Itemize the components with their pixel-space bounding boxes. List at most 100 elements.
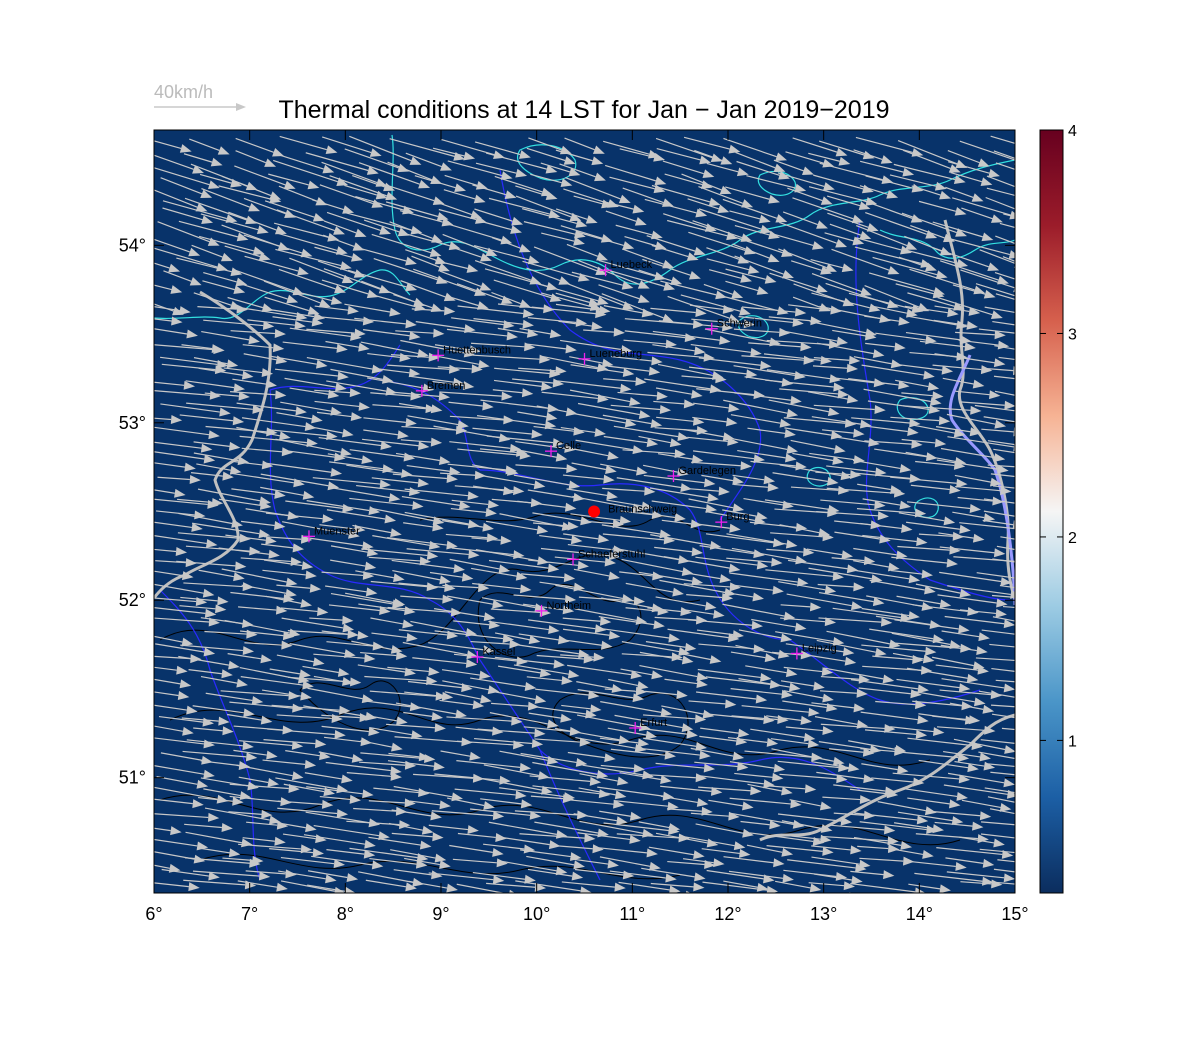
wind-arrow [601, 293, 664, 319]
wind-arrow-head [438, 456, 451, 465]
wind-arrow-head [430, 404, 443, 414]
wind-arrow [990, 135, 1015, 145]
wind-arrow [387, 760, 435, 767]
wind-arrow [528, 559, 579, 566]
wind-arrow [345, 212, 412, 231]
origin-label: Braunschweig [608, 504, 677, 516]
wind-arrow-head [959, 588, 972, 598]
wind-arrow [643, 714, 696, 720]
wind-arrow [154, 318, 172, 322]
wind-arrow [934, 353, 995, 364]
wind-arrow-head [646, 848, 658, 858]
wind-arrow [705, 510, 755, 522]
wind-arrow-head [446, 540, 458, 550]
wind-arrow [488, 197, 550, 215]
wind-arrow-head [527, 255, 540, 265]
wind-arrow-head [948, 164, 961, 173]
wind-arrow-head [653, 620, 665, 630]
wind-arrow [579, 820, 644, 834]
wind-arrow [894, 363, 943, 371]
wind-arrow-head [670, 276, 683, 286]
origin-marker [588, 505, 601, 518]
wind-arrow-head [898, 380, 910, 390]
wind-arrow-head [272, 343, 285, 353]
wind-arrow [220, 690, 289, 697]
wind-arrow [984, 763, 1015, 768]
wind-arrow [932, 715, 970, 721]
wind-arrow-head [259, 500, 272, 510]
wind-arrow-head [819, 834, 832, 844]
wind-arrow-head [1027, 322, 1039, 331]
wind-arrow [722, 509, 757, 517]
wind-arrow [411, 255, 440, 268]
wind-arrow [181, 717, 219, 722]
wind-arrow-head [853, 703, 865, 713]
wind-arrow [287, 630, 348, 635]
wind-arrow-head [362, 789, 374, 799]
wind-arrow [491, 291, 521, 305]
wind-arrow [403, 711, 433, 718]
wind-arrow [434, 773, 500, 781]
wind-arrow-head [843, 881, 856, 891]
wind-arrow [850, 472, 910, 479]
wind-arrow [523, 726, 571, 732]
wind-arrow [692, 220, 743, 239]
wind-arrow-head [170, 826, 182, 836]
wind-arrow-head [243, 708, 255, 718]
wind-arrow [643, 464, 678, 473]
wind-arrow-head [900, 840, 912, 850]
wind-arrow-head [941, 365, 954, 375]
wind-arrow [428, 824, 469, 831]
wind-arrow [497, 665, 541, 674]
wind-arrow-head [412, 877, 424, 887]
wind-arrow [781, 820, 822, 830]
wind-arrow [571, 271, 623, 286]
wind-arrow [159, 356, 218, 366]
wind-arrow [747, 427, 786, 434]
wind-arrow [894, 642, 961, 649]
wind-arrow [473, 318, 524, 325]
wind-arrow-head [894, 342, 906, 352]
wind-arrow [228, 811, 262, 815]
wind-arrow [978, 690, 1015, 698]
wind-arrow-head [1003, 619, 1015, 629]
wind-arrow [909, 268, 975, 291]
wind-arrow-head [668, 633, 680, 643]
wind-arrow [993, 448, 1015, 454]
wind-arrow-head [207, 812, 220, 822]
wind-arrow-head [431, 711, 443, 721]
wind-arrow [179, 414, 234, 422]
wind-arrow-head [740, 273, 752, 283]
wind-arrow [813, 404, 875, 411]
wind-arrow [435, 355, 479, 365]
wind-arrow [160, 752, 203, 761]
wind-arrow [555, 727, 620, 741]
wind-arrow [236, 764, 293, 777]
wind-arrow [358, 247, 407, 262]
wind-arrow [391, 809, 432, 817]
wind-arrow-head [764, 274, 777, 284]
wind-arrow [996, 545, 1015, 551]
wind-arrow [539, 355, 598, 369]
wind-arrow-head [877, 511, 889, 521]
wind-arrow [307, 687, 363, 700]
wind-arrow-head [656, 391, 668, 401]
wind-arrow-head [334, 730, 346, 739]
wind-arrow [276, 412, 312, 420]
wind-arrow [733, 483, 768, 488]
wind-arrow-head [959, 524, 971, 534]
wind-arrow [863, 425, 908, 433]
wind-arrow [806, 548, 843, 556]
wind-arrow-head [633, 596, 646, 606]
wind-arrow [561, 704, 591, 710]
wind-arrow-head [189, 277, 202, 286]
wind-arrow-head [772, 585, 784, 595]
wind-arrow [607, 365, 650, 372]
wind-arrow [319, 184, 374, 205]
wind-arrow [491, 237, 521, 249]
wind-arrow-head [536, 525, 549, 535]
wind-arrow-head [385, 386, 398, 396]
wind-arrow-head [769, 820, 781, 830]
wind-arrow-head [620, 345, 633, 354]
wind-arrow-head [980, 177, 993, 186]
